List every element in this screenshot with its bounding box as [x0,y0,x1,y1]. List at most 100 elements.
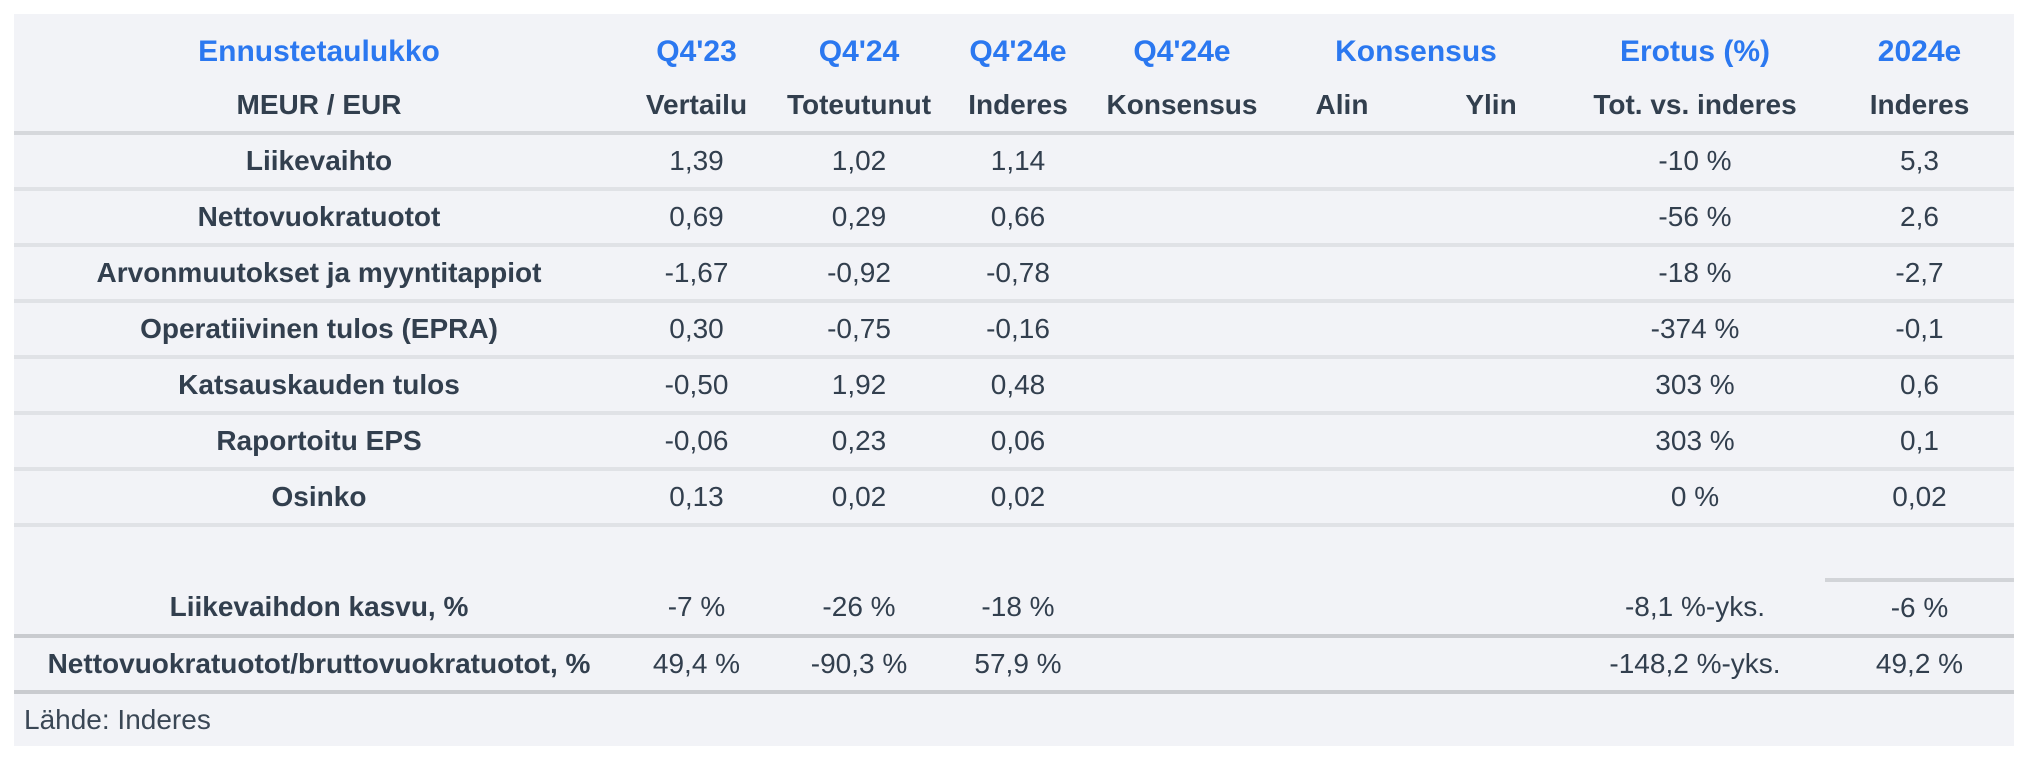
cell: 57,9 % [939,636,1097,694]
cell [1267,580,1417,638]
unit-label: MEUR / EUR [14,79,614,135]
row-label: Nettovuokratuotot/bruttovuokratuotot, % [14,636,614,694]
cell [1417,469,1565,527]
cell: 0,69 [614,189,779,247]
cell: 303 % [1565,357,1825,415]
cell: -0,06 [614,413,779,471]
table-row-raportoitu-eps: Raportoitu EPS -0,06 0,23 0,06 303 % 0,1 [14,413,2014,471]
source-row: Lähde: Inderes [14,692,2014,746]
table-row-liikevaihdon-kasvu: Liikevaihdon kasvu, % -7 % -26 % -18 % -… [14,580,2014,638]
cell [1097,133,1267,191]
cell [1097,469,1267,527]
cell: -2,7 [1825,245,2014,303]
cell-empty [1097,525,1267,580]
table-row-netto-brutto-suhde: Nettovuokratuotot/bruttovuokratuotot, % … [14,636,2014,694]
cell: -56 % [1565,189,1825,247]
cell: 1,14 [939,133,1097,191]
cell-empty-rule [1825,525,2014,582]
cell: -18 % [1565,245,1825,303]
column-header-2024e: 2024e [1877,34,1962,68]
table-row-katsauskauden-tulos: Katsauskauden tulos -0,50 1,92 0,48 303 … [14,357,2014,415]
subheader-konsensus: Konsensus [1097,79,1267,135]
cell [1417,413,1565,471]
source-label: Lähde: Inderes [24,704,211,735]
cell [1417,580,1565,638]
cell [1267,133,1417,191]
subheader-vertailu: Vertailu [614,79,779,135]
cell [1417,245,1565,303]
cell: 49,2 % [1825,636,2014,694]
cell [1267,636,1417,694]
cell [1267,357,1417,415]
cell: 0,66 [939,189,1097,247]
cell [1097,301,1267,359]
cell [1267,245,1417,303]
cell: -148,2 %-yks. [1565,636,1825,694]
row-label: Arvonmuutokset ja myyntitappiot [14,245,614,303]
cell: 0,02 [1825,469,2014,527]
column-header-q423: Q4'23 [656,34,737,68]
column-header-q424: Q4'24 [818,34,900,68]
cell [1097,245,1267,303]
cell-empty [1417,525,1565,580]
cell: 0,02 [779,469,939,527]
cell-empty [1565,525,1825,580]
subheader-tot-vs-inderes: Tot. vs. inderes [1565,79,1825,135]
subheader-alin: Alin [1267,79,1417,135]
cell: 5,3 [1825,133,2014,191]
cell: 0,6 [1825,357,2014,415]
cell [1097,636,1267,694]
row-label: Liikevaihto [14,133,614,191]
subheader-inderes-2024e: Inderes [1825,79,2014,135]
spacer-row [14,525,2014,582]
cell: 0,13 [614,469,779,527]
row-label: Operatiivinen tulos (EPRA) [14,301,614,359]
cell: 0,02 [939,469,1097,527]
cell [1417,357,1565,415]
cell: -0,50 [614,357,779,415]
cell-empty [614,525,779,580]
cell [1417,636,1565,694]
cell: 1,39 [614,133,779,191]
cell: -0,1 [1825,301,2014,359]
cell-empty [779,525,939,580]
cell [1417,133,1565,191]
header-row-periods: Ennustetaulukko Q4'23 Q4'24 Q4'24e Q4'24… [14,14,2014,79]
subheader-inderes: Inderes [939,79,1097,135]
cell: 1,92 [779,357,939,415]
cell: -0,75 [779,301,939,359]
cell: -18 % [939,580,1097,638]
cell-empty [939,525,1097,580]
cell: -26 % [779,580,939,638]
row-label: Osinko [14,469,614,527]
cell: -0,92 [779,245,939,303]
cell: -374 % [1565,301,1825,359]
cell: -6 % [1825,580,2014,638]
cell [1267,301,1417,359]
table-row-liikevaihto: Liikevaihto 1,39 1,02 1,14 -10 % 5,3 [14,133,2014,191]
table-row-osinko: Osinko 0,13 0,02 0,02 0 % 0,02 [14,469,2014,527]
table-row-nettovuokratuotot: Nettovuokratuotot 0,69 0,29 0,66 -56 % 2… [14,189,2014,247]
cell: 0,48 [939,357,1097,415]
cell: 2,6 [1825,189,2014,247]
cell: -7 % [614,580,779,638]
cell [1267,469,1417,527]
row-label: Raportoitu EPS [14,413,614,471]
cell: 0 % [1565,469,1825,527]
cell [1417,189,1565,247]
cell: 303 % [1565,413,1825,471]
cell [1097,580,1267,638]
cell [1097,357,1267,415]
cell [1417,301,1565,359]
row-label: Katsauskauden tulos [14,357,614,415]
cell-empty [1267,525,1417,580]
column-header-q424e-konsensus: Q4'24e [1133,34,1231,68]
cell [1097,189,1267,247]
cell: 0,30 [614,301,779,359]
cell: 49,4 % [614,636,779,694]
column-header-konsensus-range: Konsensus [1335,34,1497,68]
row-label: Liikevaihdon kasvu, % [14,580,614,638]
table-row-operatiivinen-tulos: Operatiivinen tulos (EPRA) 0,30 -0,75 -0… [14,301,2014,359]
cell [1267,189,1417,247]
